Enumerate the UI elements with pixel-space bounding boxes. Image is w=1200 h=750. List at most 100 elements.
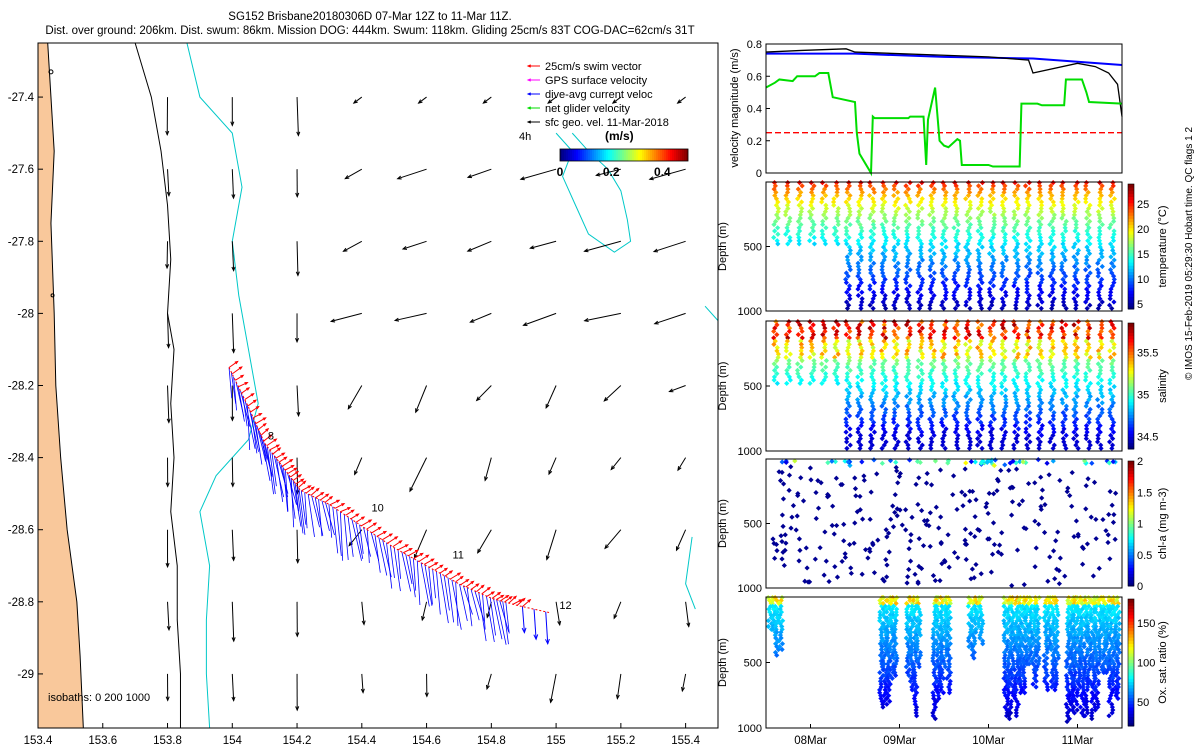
data-point bbox=[1086, 445, 1092, 451]
data-point bbox=[984, 459, 990, 465]
data-point bbox=[1065, 713, 1071, 719]
arrow-shaft bbox=[613, 601, 622, 619]
data-point bbox=[894, 341, 900, 347]
data-point bbox=[1073, 620, 1079, 627]
data-point bbox=[964, 416, 970, 422]
data-point bbox=[1078, 672, 1084, 679]
data-point bbox=[1047, 358, 1053, 364]
data-point bbox=[1026, 432, 1032, 438]
data-point bbox=[894, 270, 900, 276]
data-point bbox=[859, 377, 865, 383]
swim-vector bbox=[282, 458, 294, 467]
arrow-head bbox=[477, 548, 482, 554]
data-point bbox=[1063, 377, 1069, 383]
data-point bbox=[890, 228, 897, 234]
arrow-shaft bbox=[476, 584, 485, 592]
data-point bbox=[1056, 568, 1062, 574]
data-point bbox=[1095, 678, 1102, 684]
data-point bbox=[1027, 626, 1033, 632]
data-point bbox=[878, 632, 884, 638]
data-point bbox=[795, 332, 801, 338]
data-point bbox=[1072, 351, 1078, 357]
arrow-head bbox=[677, 466, 682, 472]
data-point bbox=[1052, 595, 1058, 601]
section-colorbar-cell bbox=[1128, 517, 1134, 521]
data-point bbox=[819, 361, 825, 367]
isobath-200 bbox=[134, 42, 181, 728]
data-point bbox=[777, 606, 783, 612]
data-point bbox=[810, 377, 817, 383]
data-point bbox=[964, 212, 970, 218]
data-point bbox=[927, 374, 933, 380]
data-point bbox=[995, 549, 1001, 555]
arrow-shaft bbox=[347, 385, 363, 409]
data-point bbox=[856, 267, 862, 273]
colorbar-cell bbox=[668, 149, 671, 161]
data-point bbox=[1084, 426, 1090, 432]
data-point bbox=[813, 489, 819, 496]
data-point bbox=[1071, 429, 1077, 435]
section-ctick-2-1: 0.5 bbox=[1137, 550, 1152, 562]
data-point bbox=[1013, 638, 1020, 644]
data-point bbox=[929, 406, 935, 412]
data-point bbox=[871, 225, 877, 231]
arrow-head bbox=[396, 175, 402, 180]
data-point bbox=[1012, 393, 1019, 399]
dac-vector bbox=[294, 483, 300, 512]
data-point bbox=[819, 180, 826, 186]
data-point bbox=[1041, 652, 1047, 658]
data-point bbox=[1000, 358, 1006, 364]
swim-vector bbox=[301, 485, 312, 492]
data-point bbox=[859, 571, 865, 577]
data-point bbox=[1024, 397, 1031, 403]
colorbar-cell bbox=[606, 149, 609, 161]
data-point bbox=[1094, 667, 1100, 673]
data-point bbox=[941, 367, 947, 373]
data-point bbox=[844, 439, 850, 445]
data-point bbox=[778, 533, 784, 539]
swim-vector bbox=[387, 536, 399, 544]
data-point bbox=[1023, 419, 1029, 425]
data-point bbox=[775, 225, 781, 231]
data-point bbox=[1085, 335, 1091, 341]
section-colorbar-cell bbox=[1128, 618, 1134, 622]
data-point bbox=[839, 558, 845, 565]
data-point bbox=[905, 358, 911, 364]
arrow-shaft bbox=[486, 673, 492, 690]
swim-vector bbox=[500, 594, 510, 602]
data-point bbox=[774, 364, 780, 370]
data-point bbox=[907, 632, 913, 638]
data-point bbox=[1036, 442, 1042, 448]
dac-vector bbox=[447, 577, 455, 623]
data-point bbox=[1099, 406, 1105, 412]
data-point bbox=[928, 482, 935, 488]
data-point bbox=[1066, 655, 1072, 661]
data-point bbox=[844, 436, 850, 442]
data-point bbox=[1002, 669, 1008, 676]
data-point bbox=[779, 626, 785, 632]
data-point bbox=[799, 351, 805, 357]
arrow-head bbox=[252, 399, 258, 403]
data-point bbox=[1026, 364, 1033, 370]
colorbar-cell bbox=[574, 149, 577, 161]
data-point bbox=[907, 332, 913, 338]
data-point bbox=[895, 196, 901, 202]
legend-label-4: sfc geo. vel. 11-Mar-2018 bbox=[545, 117, 669, 129]
data-point bbox=[1022, 632, 1029, 638]
data-point bbox=[1036, 325, 1042, 331]
data-point bbox=[858, 205, 865, 212]
data-point bbox=[1014, 296, 1020, 302]
data-point bbox=[823, 364, 829, 370]
section-y-tick-label-1-0: 500 bbox=[744, 381, 762, 393]
data-point bbox=[942, 254, 948, 260]
data-point bbox=[979, 397, 986, 403]
data-point bbox=[962, 526, 969, 532]
data-point bbox=[1001, 205, 1007, 212]
swim-vector bbox=[298, 480, 307, 488]
data-point bbox=[1116, 661, 1122, 667]
dac-vector bbox=[459, 583, 468, 622]
arrow-head bbox=[360, 688, 365, 694]
data-point bbox=[1114, 644, 1120, 650]
data-point bbox=[930, 710, 936, 716]
data-point bbox=[783, 209, 789, 215]
